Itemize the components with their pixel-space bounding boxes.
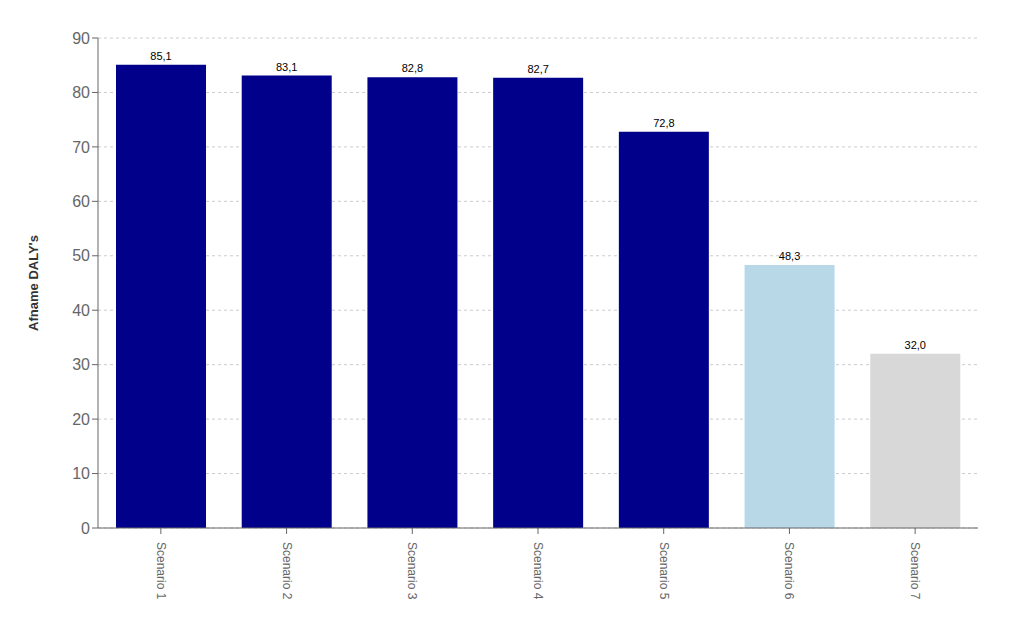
svg-text:0: 0 (81, 520, 90, 537)
svg-text:Scenario 5: Scenario 5 (657, 542, 671, 600)
svg-text:85,1: 85,1 (150, 50, 171, 62)
svg-text:20: 20 (72, 411, 90, 428)
svg-text:82,8: 82,8 (402, 62, 423, 74)
svg-text:70: 70 (72, 139, 90, 156)
svg-text:10: 10 (72, 465, 90, 482)
svg-text:80: 80 (72, 84, 90, 101)
svg-text:50: 50 (72, 247, 90, 264)
svg-text:Afname DALY's: Afname DALY's (26, 235, 41, 331)
svg-text:Scenario 3: Scenario 3 (405, 542, 419, 600)
svg-text:32,0: 32,0 (905, 339, 926, 351)
svg-text:Scenario 1: Scenario 1 (154, 542, 168, 600)
svg-text:90: 90 (72, 30, 90, 47)
svg-text:72,8: 72,8 (653, 117, 674, 129)
svg-text:Scenario 4: Scenario 4 (531, 542, 545, 600)
svg-text:48,3: 48,3 (779, 250, 800, 262)
svg-text:30: 30 (72, 356, 90, 373)
svg-text:Scenario 6: Scenario 6 (782, 542, 796, 600)
svg-text:Scenario 7: Scenario 7 (908, 542, 922, 600)
svg-text:60: 60 (72, 193, 90, 210)
svg-text:82,7: 82,7 (527, 63, 548, 75)
svg-text:Scenario 2: Scenario 2 (280, 542, 294, 600)
svg-text:40: 40 (72, 302, 90, 319)
svg-text:83,1: 83,1 (276, 61, 297, 73)
